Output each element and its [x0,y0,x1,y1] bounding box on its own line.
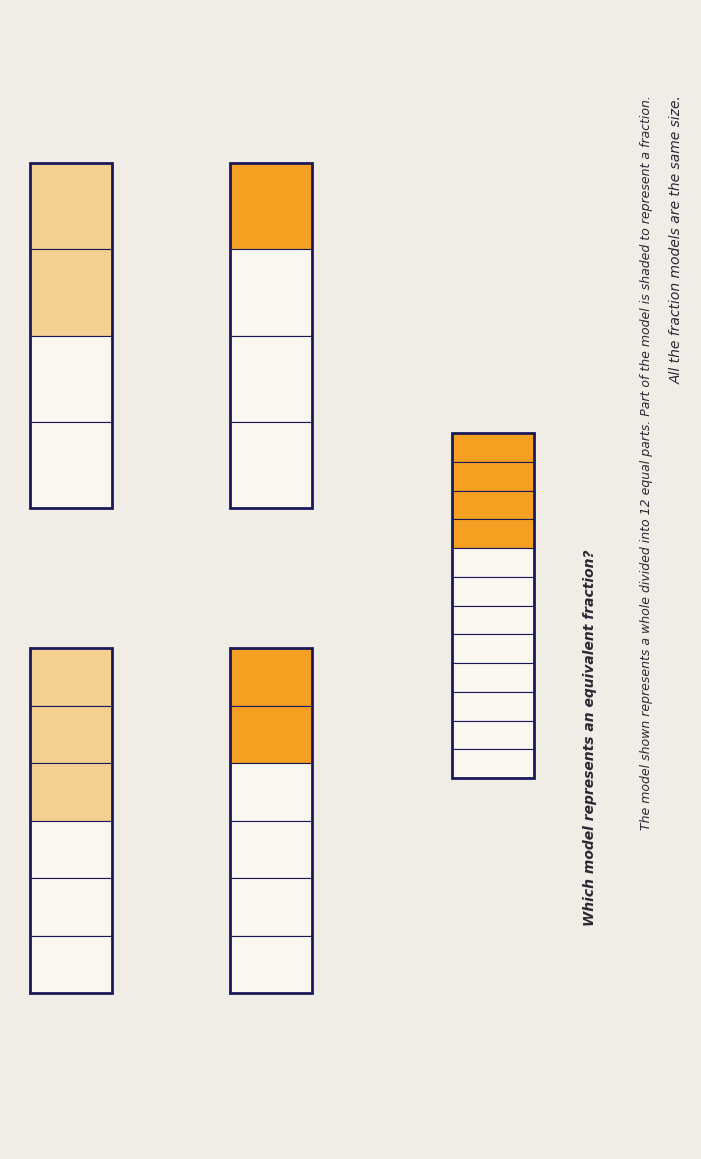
Bar [30,249,112,335]
Bar [30,763,112,821]
Text: Which model represents an equivalent fraction?: Which model represents an equivalent fra… [583,551,597,926]
Bar [452,490,534,519]
Bar [230,935,312,993]
Bar [452,433,534,461]
Bar [452,577,534,605]
Bar [30,163,112,249]
Bar [230,821,312,879]
Text: The model shown represents a whole divided into 12 equal parts. Part of the mode: The model shown represents a whole divid… [640,95,653,830]
Bar [452,663,534,692]
Bar [452,749,534,778]
Bar [230,879,312,935]
Bar [452,721,534,749]
Bar [30,648,112,706]
Bar [452,461,534,490]
Bar [30,821,112,879]
Bar [452,605,534,634]
Bar [30,935,112,993]
Bar [230,706,312,763]
Bar [452,548,534,577]
Bar [30,422,112,508]
Bar [230,335,312,422]
Bar [452,433,534,778]
Bar [30,163,112,508]
Bar [230,648,312,706]
Bar [452,692,534,721]
Bar [30,706,112,763]
Bar [30,335,112,422]
Bar [30,879,112,935]
Bar [452,634,534,663]
Bar [230,763,312,821]
Bar [230,648,312,993]
Bar [30,648,112,993]
Bar [230,422,312,508]
Bar [230,249,312,335]
Bar [230,163,312,249]
Text: All the fraction models are the same size.: All the fraction models are the same siz… [670,95,684,384]
Bar [452,519,534,548]
Bar [230,163,312,508]
